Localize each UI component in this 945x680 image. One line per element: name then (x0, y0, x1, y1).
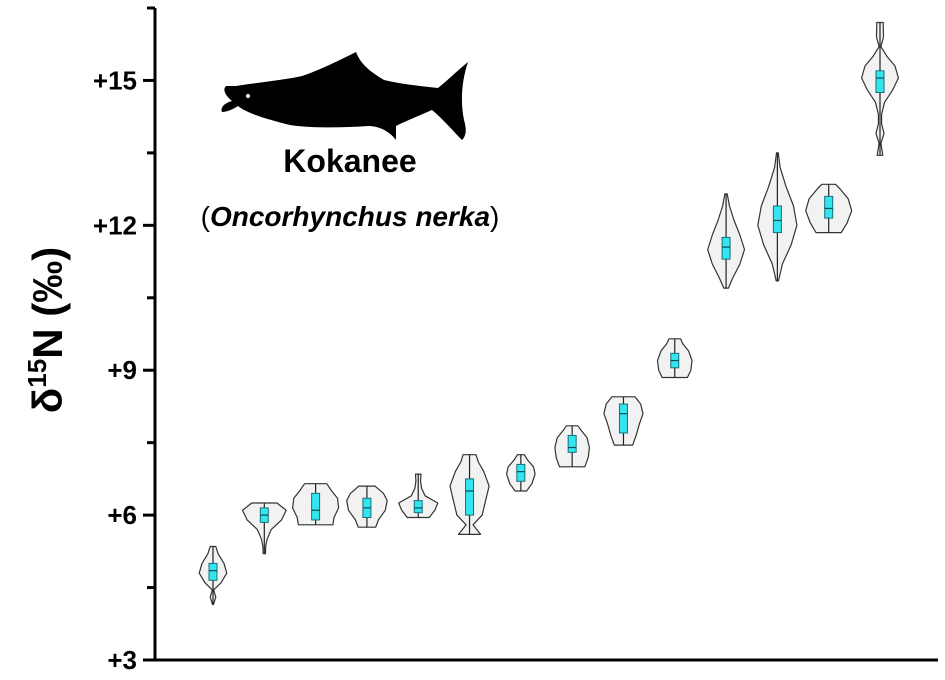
y-tick-label: +12 (93, 210, 137, 240)
violin-box (465, 478, 475, 516)
violin-box (567, 434, 577, 453)
violin-group (707, 193, 746, 289)
violin-box (208, 562, 218, 581)
violin-group (398, 473, 439, 519)
species-scientific-label: (Oncorhynchus nerka) (201, 201, 500, 232)
species-common-name: Kokanee (283, 143, 416, 179)
violin-box (413, 500, 423, 514)
species-scientific-name: Oncorhynchus nerka (210, 201, 490, 232)
violin-group (198, 545, 228, 606)
salmon-eye-icon (246, 94, 250, 98)
y-axis-title-unit: (‰) (24, 247, 71, 317)
y-axis-title: δ15N (‰) (22, 247, 71, 413)
y-axis-title-element: N (24, 328, 71, 358)
violin-group (603, 396, 644, 446)
y-axis-title-symbol: δ (24, 388, 71, 413)
violin-box (516, 463, 526, 482)
violin-group (506, 454, 536, 492)
sci-open-paren: ( (201, 201, 211, 232)
y-tick-label: +6 (107, 500, 137, 530)
salmon-silhouette-icon (221, 52, 468, 140)
violin-box (875, 70, 885, 94)
violin-group (449, 454, 490, 535)
violin-group (861, 21, 899, 156)
violin-box (311, 492, 321, 521)
y-axis-title-superscript: 15 (22, 359, 52, 388)
y-tick-label: +3 (107, 645, 137, 675)
violin-box (772, 205, 782, 234)
violin-group (805, 183, 853, 234)
violin-box (824, 195, 834, 219)
violin-group (292, 483, 340, 526)
violin-group (241, 502, 287, 555)
violin-group (554, 425, 590, 468)
violin-box (618, 403, 628, 434)
axes: +3 +6 +9 +12 +15 (93, 6, 938, 675)
y-tick-label: +9 (107, 355, 137, 385)
violin-group (656, 338, 693, 379)
violin-group (346, 485, 388, 528)
violin-group (757, 152, 798, 282)
violins (198, 21, 899, 606)
y-tick-label: +15 (93, 65, 137, 95)
sci-close-paren: ) (490, 201, 499, 232)
violin-box (721, 236, 731, 260)
